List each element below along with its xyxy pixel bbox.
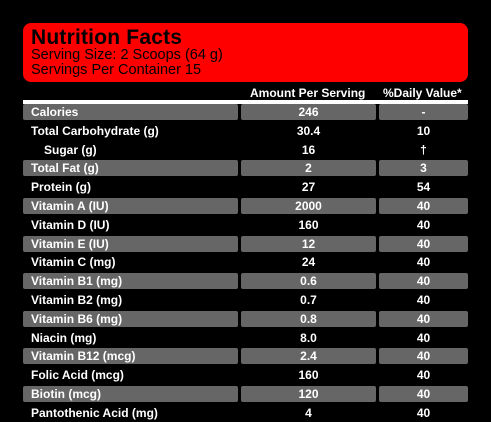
nutrient-table: Calories 246- Total Carbohydrate (g) 30.4 10… [23, 103, 468, 422]
nutrient-name: Vitamin B12 (mcg) [23, 348, 238, 365]
nutrient-daily-value: 40 [379, 385, 468, 402]
table-row: Biotin (mcg) 120 40 [23, 385, 468, 404]
nutrient-amount: 2000 [241, 197, 376, 214]
nutrient-daily-value: - [379, 104, 468, 120]
nutrient-name: Vitamin E (IU) [23, 235, 238, 252]
table-row: Sugar (g) 16 † [23, 141, 468, 160]
nutrient-name: Protein (g) [31, 180, 91, 195]
nutrient-amount: 2.4 [241, 348, 376, 365]
nutrient-daily-value: † [420, 142, 427, 157]
nutrient-daily-value: 40 [416, 217, 431, 232]
table-row: Vitamin B1 (mg) 0.6 40 [23, 272, 468, 291]
nutrient-name: Vitamin B1 (mg) [23, 273, 238, 290]
nutrient-name: Niacin (mg) [31, 330, 97, 345]
nutrient-amount: 16 [301, 142, 316, 157]
table-row: Vitamin D (IU) 160 40 [23, 216, 468, 235]
nutrient-name: Total Fat (g) [23, 160, 238, 177]
nutrient-name: Vitamin A (IU) [23, 197, 238, 214]
nutrient-amount: 27 [301, 180, 316, 195]
nutrient-amount: 160 [298, 368, 319, 383]
table-row: Total Carbohydrate (g) 30.4 10 [23, 122, 468, 141]
nutrition-title: Nutrition Facts [31, 26, 183, 49]
nutrient-name: Vitamin B6 (mg) [23, 310, 238, 327]
nutrient-name: Vitamin C (mg) [31, 255, 116, 270]
nutrient-name: Pantothenic Acid (mg) [31, 405, 158, 420]
nutrient-daily-value: 40 [416, 368, 431, 383]
table-row: Vitamin A (IU) 2000 40 [23, 197, 468, 216]
nutrient-daily-value: 40 [416, 292, 431, 307]
nutrient-amount: 0.6 [241, 273, 376, 290]
table-row: Calories 246- [23, 103, 468, 122]
nutrient-daily-value: 40 [379, 310, 468, 327]
amount-column-header: Amount Per Serving [250, 86, 366, 100]
nutrient-amount: 30.4 [296, 123, 321, 138]
nutrient-daily-value: 40 [379, 273, 468, 290]
nutrient-daily-value: 40 [379, 348, 468, 365]
table-row: Niacin (mg) 8.0 40 [23, 329, 468, 348]
nutrient-daily-value: 3 [379, 160, 468, 177]
daily-value-column-header: %Daily Value* [383, 86, 462, 100]
table-row: Vitamin B2 (mg) 0.7 40 [23, 291, 468, 310]
table-row: Folic Acid (mcg) 160 40 [23, 366, 468, 385]
serving-size: Serving Size: 2 Scoops (64 g) [31, 47, 223, 63]
nutrient-amount: 4 [305, 405, 312, 420]
nutrition-header: Nutrition Facts Serving Size: 2 Scoops (… [23, 23, 468, 82]
nutrient-amount: 12 [241, 235, 376, 252]
nutrient-name: Vitamin B2 (mg) [31, 292, 123, 307]
nutrient-name: Calories [23, 104, 238, 120]
nutrient-name: Biotin (mcg) [23, 385, 238, 402]
nutrient-amount: 8.0 [300, 330, 317, 345]
nutrient-amount: 160 [298, 217, 319, 232]
header-divider [23, 100, 468, 104]
servings-per-container: Servings Per Container 15 [31, 62, 202, 78]
table-row: Protein (g) 27 54 [23, 178, 468, 197]
nutrient-daily-value: 54 [416, 180, 431, 195]
table-row: Vitamin B6 (mg) 0.8 40 [23, 310, 468, 329]
nutrient-daily-value: 40 [379, 197, 468, 214]
table-row: Total Fat (g) 2 3 [23, 159, 468, 178]
nutrient-amount: 120 [241, 385, 376, 402]
nutrient-amount: 2 [241, 160, 376, 177]
nutrient-daily-value: 40 [416, 405, 431, 420]
nutrient-amount: 246 [241, 104, 376, 120]
nutrient-name: Sugar (g) [44, 142, 97, 157]
nutrient-amount: 24 [301, 255, 316, 270]
nutrient-daily-value: 10 [416, 123, 431, 138]
nutrient-name: Total Carbohydrate (g) [31, 123, 159, 138]
nutrient-name: Vitamin D (IU) [31, 217, 110, 232]
nutrient-name: Folic Acid (mcg) [31, 368, 124, 383]
nutrient-amount: 0.8 [241, 310, 376, 327]
nutrient-daily-value: 40 [379, 235, 468, 252]
nutrient-daily-value: 40 [416, 330, 431, 345]
nutrient-amount: 0.7 [300, 292, 317, 307]
table-row: Vitamin B12 (mcg) 2.4 40 [23, 347, 468, 366]
table-row: Vitamin C (mg) 24 40 [23, 253, 468, 272]
table-row: Pantothenic Acid (mg) 4 40 [23, 404, 468, 422]
table-row: Vitamin E (IU) 12 40 [23, 235, 468, 254]
nutrient-daily-value: 40 [416, 255, 431, 270]
